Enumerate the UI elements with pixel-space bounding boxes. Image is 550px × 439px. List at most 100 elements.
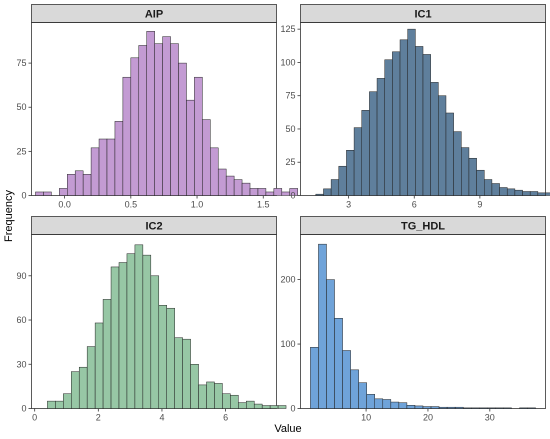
histogram-bar-aip — [90, 147, 100, 196]
y-tick-label-aip: 75 — [16, 58, 26, 68]
histogram-bar-ic2 — [78, 366, 88, 409]
histogram-bar-ic2 — [261, 405, 271, 409]
histogram-bar-tg-hdl — [487, 407, 496, 409]
x-tick-label-ic2: 6 — [223, 413, 228, 423]
y-tick-label-tg-hdl: 100 — [280, 339, 295, 349]
histogram-bar-ic1 — [537, 192, 546, 196]
histogram-bar-aip — [170, 43, 179, 196]
histogram-bar-tg-hdl — [334, 318, 343, 409]
facet-title-tg-hdl: TG_HDL — [401, 221, 445, 233]
histogram-bar-aip — [249, 188, 259, 196]
x-tick-label-ic2: 0 — [32, 413, 37, 423]
histogram-bar-ic1 — [445, 112, 454, 196]
x-tick-label-tg-hdl: 10 — [361, 413, 371, 423]
histogram-bar-ic2 — [102, 299, 112, 409]
histogram-bar-ic2 — [269, 405, 279, 409]
y-tick-label-ic1: 50 — [285, 124, 295, 134]
histogram-bar-aip — [210, 147, 219, 196]
histogram-bar-tg-hdl — [390, 401, 400, 409]
y-tick-label-tg-hdl: 0 — [290, 404, 295, 414]
histogram-bar-ic1 — [369, 91, 378, 196]
facet-title-ic2: IC2 — [145, 221, 162, 233]
histogram-bar-tg-hdl — [374, 398, 384, 409]
histogram-bar-ic1 — [430, 82, 439, 196]
histogram-bar-aip — [281, 191, 290, 196]
histogram-bar-tg-hdl — [422, 406, 432, 409]
histogram-bar-aip — [114, 121, 124, 196]
histogram-bar-ic1 — [330, 179, 340, 196]
histogram-bar-ic1 — [422, 54, 431, 196]
histogram-bar-aip — [241, 182, 251, 196]
histogram-bar-aip — [178, 62, 187, 196]
histogram-bar-tg-hdl — [471, 407, 480, 409]
histogram-bar-tg-hdl — [406, 405, 416, 409]
histogram-bar-aip — [74, 170, 84, 196]
histogram-bar-tg-hdl — [398, 402, 408, 409]
histogram-bar-ic2 — [71, 371, 80, 409]
histogram-bar-aip — [67, 174, 76, 196]
histogram-bar-ic2 — [134, 244, 144, 409]
histogram-bar-ic1 — [499, 187, 508, 196]
y-tick-label-ic1: 25 — [285, 157, 295, 167]
histogram-bar-ic1 — [514, 189, 523, 196]
histogram-bar-aip — [106, 138, 116, 196]
histogram-bar-ic2 — [55, 400, 64, 409]
histogram-bar-aip — [186, 99, 195, 196]
histogram-bar-tg-hdl — [462, 407, 472, 409]
histogram-bar-ic1 — [338, 165, 347, 196]
histogram-bar-aip — [289, 188, 298, 196]
histogram-bar-ic1 — [529, 191, 539, 196]
histogram-bar-ic2 — [110, 266, 120, 409]
histogram-bar-aip — [130, 57, 140, 196]
x-tick-label-aip: 1.5 — [257, 200, 270, 210]
y-tick-label-tg-hdl: 200 — [280, 275, 295, 285]
y-tick-label-aip: 50 — [16, 102, 26, 112]
histogram-bar-tg-hdl — [446, 406, 456, 409]
histogram-bar-ic1 — [476, 169, 485, 196]
x-tick-label-ic1: 6 — [412, 200, 417, 210]
histogram-bar-tg-hdl — [495, 407, 504, 409]
y-tick-label-ic2: 90 — [16, 271, 26, 281]
histogram-bar-aip — [154, 43, 163, 196]
histogram-bar-ic2 — [94, 322, 104, 409]
histogram-bar-aip — [257, 188, 267, 196]
y-axis-title: Frequency — [3, 190, 15, 242]
histogram-bar-aip — [162, 36, 171, 196]
histogram-bar-ic1 — [522, 191, 531, 196]
x-tick-label-aip: 1.0 — [191, 200, 204, 210]
y-tick-label-aip: 0 — [21, 191, 26, 201]
histogram-bar-tg-hdl — [430, 406, 440, 409]
y-tick-label-ic2: 30 — [16, 359, 26, 369]
x-tick-label-tg-hdl: 30 — [485, 413, 495, 423]
y-tick-label-ic1: 75 — [285, 91, 295, 101]
facet-panel-tg-hdl: TG_HDL 10 20 30 0 100 200 — [280, 216, 546, 423]
histogram-bar-tg-hdl — [454, 406, 464, 409]
histogram-bar-aip — [35, 191, 44, 196]
histogram-bar-ic2 — [182, 338, 191, 409]
histogram-bar-aip — [138, 45, 147, 196]
histogram-bar-aip — [146, 31, 155, 196]
axis-ticks-tg-hdl: 10 20 30 0 100 200 — [280, 275, 494, 423]
histogram-bar-tg-hdl — [342, 350, 351, 409]
histogram-bar-tg-hdl — [358, 382, 367, 409]
histogram-bar-ic1 — [491, 183, 500, 196]
histogram-bar-ic1 — [399, 39, 408, 196]
histogram-bar-ic1 — [315, 193, 324, 196]
histogram-bar-ic2 — [190, 364, 199, 409]
histogram-bar-ic2 — [150, 275, 160, 409]
histogram-bar-tg-hdl — [414, 405, 424, 409]
histogram-bar-tg-hdl — [503, 407, 512, 409]
histogram-bar-ic2 — [118, 262, 128, 409]
histogram-bar-ic2 — [174, 337, 183, 409]
histogram-bar-ic1 — [323, 188, 332, 196]
histogram-bars-aip — [35, 31, 298, 196]
histogram-bar-ic1 — [346, 150, 355, 196]
histogram-bar-ic2 — [126, 253, 136, 409]
histogram-bar-ic2 — [198, 384, 207, 409]
histogram-bar-tg-hdl — [318, 243, 327, 409]
y-tick-label-ic2: 60 — [16, 315, 26, 325]
y-tick-label-ic1: 125 — [280, 24, 295, 34]
histogram-bar-ic2 — [253, 403, 263, 409]
